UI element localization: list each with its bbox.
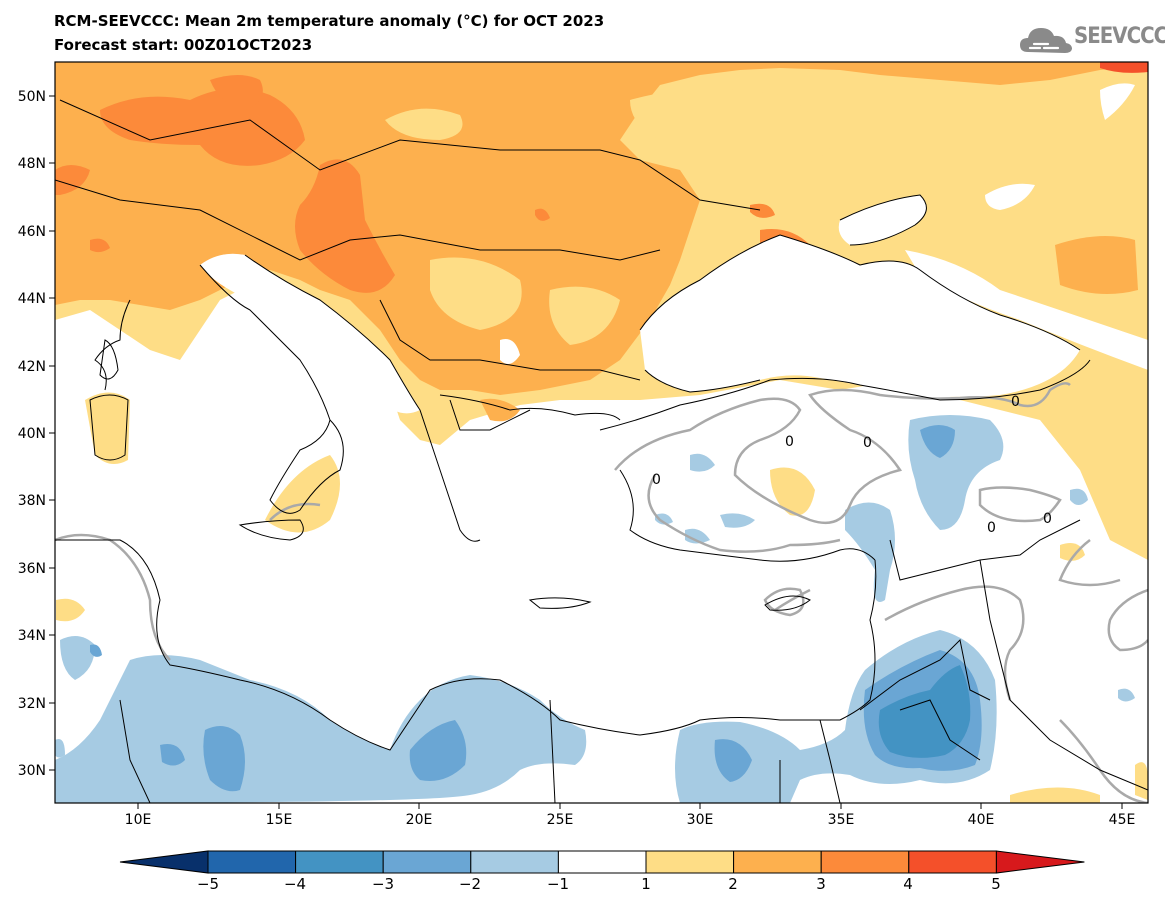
anomaly-1-2-region <box>1050 414 1148 530</box>
anomaly-below-1-region <box>225 338 240 354</box>
colorbar-segment <box>908 850 997 874</box>
anomaly-3-4-region <box>750 203 775 218</box>
anomaly-below-1-region <box>430 257 522 330</box>
anomaly-below-1-region <box>1100 83 1135 120</box>
anomaly-1-2-region <box>56 598 85 622</box>
colorbar-segment <box>119 850 209 874</box>
lon-label: 35E <box>828 812 855 828</box>
colorbar-label: −3 <box>372 875 394 893</box>
sea-of-azov <box>838 195 927 245</box>
colorbar <box>119 850 1085 874</box>
lat-label: 32N <box>18 696 46 712</box>
lon-label: 15E <box>266 812 293 828</box>
anomaly-below-1-region <box>630 88 830 168</box>
anomaly-3-4-region <box>535 208 550 221</box>
colorbar-label: 5 <box>991 875 1001 893</box>
colorbar-segment <box>295 850 384 874</box>
colorbar-segment <box>733 850 822 874</box>
axis-ticks <box>49 95 1123 809</box>
colorbar-segment <box>645 850 735 874</box>
colorbar-label: 1 <box>641 875 651 893</box>
contour-label: 0 <box>785 434 794 450</box>
anomaly-3-4-region <box>100 88 305 166</box>
adriatic-sea <box>200 253 420 414</box>
lat-label: 50N <box>18 89 46 105</box>
anomaly-3-4-region <box>90 238 110 253</box>
anomaly-below-1-region <box>385 108 463 140</box>
anomaly-3-4-region <box>295 159 395 293</box>
anomaly-2-3-region <box>1055 236 1138 294</box>
anomaly-1-2-region <box>85 392 130 464</box>
colorbar-label: 3 <box>816 875 826 893</box>
longitude-labels: 10E 15E 20E 25E 30E 35E 40E 45E <box>125 812 1136 828</box>
lon-label: 10E <box>125 812 152 828</box>
anomaly-1-2-region <box>1060 542 1085 561</box>
anomaly-1-2-region <box>1135 762 1148 800</box>
lon-label: 30E <box>687 812 714 828</box>
anomaly-1-2-region <box>1010 787 1100 803</box>
colorbar-segment <box>557 850 647 874</box>
lat-label: 48N <box>18 156 46 172</box>
lat-label: 42N <box>18 359 46 375</box>
anomaly-1-2-region <box>265 455 340 533</box>
lon-label: 20E <box>406 812 433 828</box>
lat-label: 38N <box>18 493 46 509</box>
lat-label: 36N <box>18 561 46 577</box>
anomaly-1-2-region <box>770 467 815 516</box>
anomaly-below-1-region <box>500 339 520 364</box>
colorbar-label: −4 <box>284 875 306 893</box>
zero-contours <box>55 382 1148 803</box>
lat-label: 44N <box>18 291 46 307</box>
latitude-labels: 50N 48N 46N 44N 42N 40N 38N 36N 34N 32N … <box>18 89 46 779</box>
anomaly-3-4-region <box>210 75 263 110</box>
anomaly-below-1-region <box>985 183 1035 210</box>
contour-label: 0 <box>863 435 872 451</box>
anomaly-4-5-region <box>1100 62 1148 73</box>
lat-label: 40N <box>18 426 46 442</box>
anomaly-below-1-region <box>549 286 620 345</box>
cloud-icon <box>1020 28 1072 53</box>
lat-label: 30N <box>18 763 46 779</box>
colorbar-segment <box>995 850 1085 874</box>
forecast-start-subtitle: Forecast start: 00Z01OCT2023 <box>54 36 313 54</box>
coastlines-borders <box>55 99 1148 803</box>
colorbar-label: 4 <box>903 875 913 893</box>
contour-label: 0 <box>1043 511 1052 527</box>
lat-label: 46N <box>18 224 46 240</box>
lon-label: 40E <box>968 812 995 828</box>
anomaly-3-4-region <box>55 165 90 195</box>
lon-label: 25E <box>547 812 574 828</box>
black-sea <box>640 235 1080 397</box>
anomaly-fields <box>55 62 1148 803</box>
contour-label: 0 <box>1011 394 1020 410</box>
colorbar-segment <box>207 850 297 874</box>
anomaly-below-1-region <box>905 250 1148 370</box>
contour-label: 0 <box>987 520 996 536</box>
colorbar-labels: −5 −4 −3 −2 −1 1 2 3 4 5 <box>197 875 1001 893</box>
colorbar-label: −5 <box>197 875 219 893</box>
colorbar-segment <box>470 850 559 874</box>
anomaly-2-3-region <box>55 62 1148 395</box>
colorbar-label: 2 <box>728 875 738 893</box>
lat-label: 34N <box>18 628 46 644</box>
lon-label: 45E <box>1109 812 1136 828</box>
contour-label: 0 <box>652 472 661 488</box>
colorbar-segment <box>382 850 472 874</box>
map-title: RCM-SEEVCCC: Mean 2m temperature anomaly… <box>54 12 605 30</box>
colorbar-segment <box>820 850 910 874</box>
colorbar-label: −1 <box>547 875 569 893</box>
colorbar-label: −2 <box>459 875 481 893</box>
contour-labels: 0 0 0 0 0 0 <box>652 394 1052 536</box>
seevccc-logo: SEEVCCC <box>1018 22 1165 56</box>
logo-text: SEEVCCC <box>1074 24 1165 49</box>
